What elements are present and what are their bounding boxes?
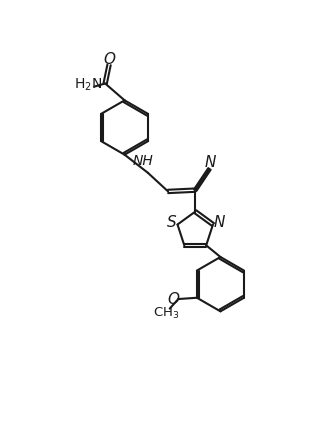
Text: S: S (166, 215, 176, 230)
Text: O: O (167, 291, 179, 306)
Text: H$_2$N: H$_2$N (74, 76, 103, 93)
Text: N: N (204, 156, 216, 170)
Text: N: N (213, 215, 225, 230)
Text: NH: NH (132, 154, 153, 168)
Text: O: O (104, 52, 116, 67)
Text: CH$_3$: CH$_3$ (153, 306, 180, 321)
